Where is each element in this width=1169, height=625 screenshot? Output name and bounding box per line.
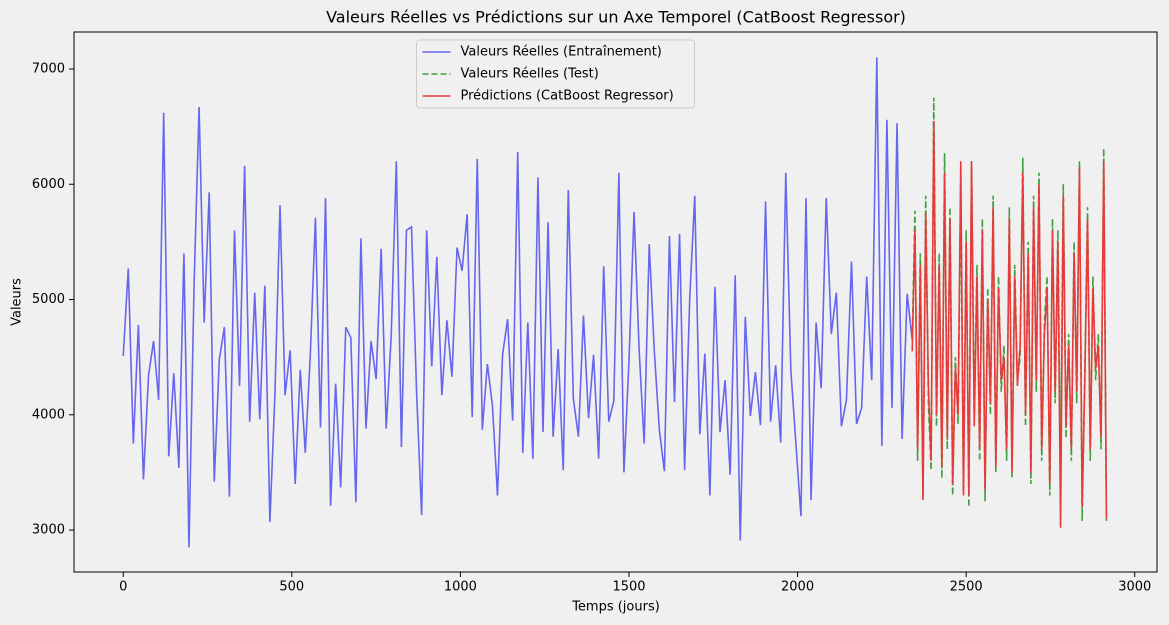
legend-label: Valeurs Réelles (Entraînement) [461,45,662,60]
x-tick-label: 2500 [950,580,983,595]
legend-label: Prédictions (CatBoost Regressor) [461,89,674,104]
legend-label: Valeurs Réelles (Test) [461,67,599,82]
x-tick-label: 0 [119,580,127,595]
series-line [911,97,1108,521]
x-tick-label: 500 [279,580,304,595]
legend-box [416,39,695,109]
y-tick-label: 3000 [32,523,65,538]
chart-title: Valeurs Réelles vs Prédictions sur un Ax… [326,8,906,27]
y-tick-label: 5000 [32,292,65,307]
y-tick-label: 4000 [32,407,65,422]
y-tick-label: 6000 [32,177,65,192]
x-tick-label: 2000 [781,580,814,595]
x-tick-label: 1000 [444,580,477,595]
y-tick-label: 7000 [32,61,65,76]
series-line [122,57,914,548]
x-tick-label: 3000 [1118,580,1151,595]
series-line [911,120,1108,528]
y-axis-label: Valeurs [10,278,25,326]
x-tick-label: 1500 [612,580,645,595]
x-axis-label: Temps (jours) [571,600,660,615]
